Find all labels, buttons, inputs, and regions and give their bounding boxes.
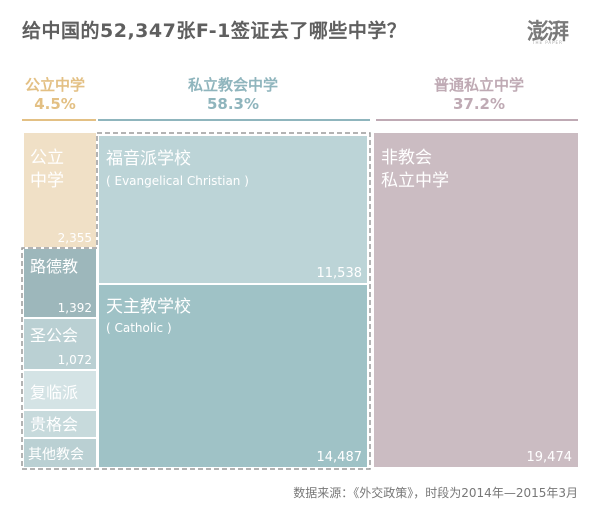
religious-group-outline bbox=[21, 132, 371, 470]
treemap-cell-other-church bbox=[24, 439, 96, 467]
cell-value-public: 2,355 bbox=[58, 231, 92, 245]
column-label-private-name: 普通私立中学 bbox=[433, 76, 524, 94]
cell-value-catholic: 14,487 bbox=[317, 450, 363, 465]
brand-logo: 澎湃 bbox=[527, 19, 569, 45]
cell-label-quaker: 贵格会 bbox=[30, 415, 78, 434]
chart-title: 给中国的52,347张F-1签证去了哪些中学？ bbox=[22, 20, 407, 42]
cell-subtitle-evangelical: ( Evangelical Christian ) bbox=[106, 174, 249, 188]
cell-label-other-church: 其他教会 bbox=[28, 447, 84, 463]
column-label-public: 公立中学 4.5% bbox=[22, 76, 88, 114]
treemap-cell-anglican bbox=[24, 319, 96, 369]
cell-label-private-line1: 非教会 bbox=[381, 148, 432, 168]
cell-subtitle-catholic: ( Catholic ) bbox=[106, 321, 172, 335]
treemap-cell-lutheran bbox=[24, 249, 96, 317]
column-label-public-percent: 4.5% bbox=[34, 95, 76, 113]
cell-label-anglican: 圣公会 bbox=[30, 326, 78, 345]
cell-value-evangelical: 11,538 bbox=[317, 266, 363, 281]
cell-label-catholic: 天主教学校 bbox=[106, 297, 191, 317]
source-note: 数据来源：《外交政策》，时段为2014年—2015年3月 bbox=[293, 486, 578, 500]
treemap-cell-private bbox=[374, 133, 578, 467]
column-label-religious-name: 私立教会中学 bbox=[187, 76, 278, 94]
column-label-religious-percent: 58.3% bbox=[206, 95, 260, 113]
column-label-public-name: 公立中学 bbox=[24, 76, 85, 94]
treemap-cell-adventist bbox=[24, 371, 96, 409]
cell-label-public-line1: 公立 bbox=[30, 148, 64, 168]
column-label-religious: 私立教会中学 58.3% bbox=[98, 76, 368, 114]
cell-value-private: 19,474 bbox=[527, 450, 573, 465]
column-rule-public bbox=[22, 119, 96, 121]
column-rule-private bbox=[376, 119, 578, 121]
column-label-private: 普通私立中学 37.2% bbox=[380, 76, 578, 114]
treemap-cell-quaker bbox=[24, 411, 96, 437]
cell-label-evangelical: 福音派学校 bbox=[106, 149, 191, 169]
treemap-cell-public bbox=[24, 133, 96, 247]
cell-label-public-line2: 中学 bbox=[30, 171, 64, 191]
cell-label-lutheran: 路德教 bbox=[30, 257, 78, 276]
cell-value-lutheran: 1,392 bbox=[58, 301, 92, 315]
treemap-cell-evangelical bbox=[99, 136, 367, 283]
column-label-private-percent: 37.2% bbox=[452, 95, 506, 113]
column-rule-religious bbox=[98, 119, 370, 121]
cell-value-anglican: 1,072 bbox=[58, 353, 92, 367]
brand-logo-subtitle: THE PAPER bbox=[532, 40, 563, 45]
treemap-cell-catholic bbox=[99, 285, 367, 467]
cell-label-adventist: 复临派 bbox=[30, 383, 78, 402]
cell-label-private-line2: 私立中学 bbox=[381, 171, 449, 191]
